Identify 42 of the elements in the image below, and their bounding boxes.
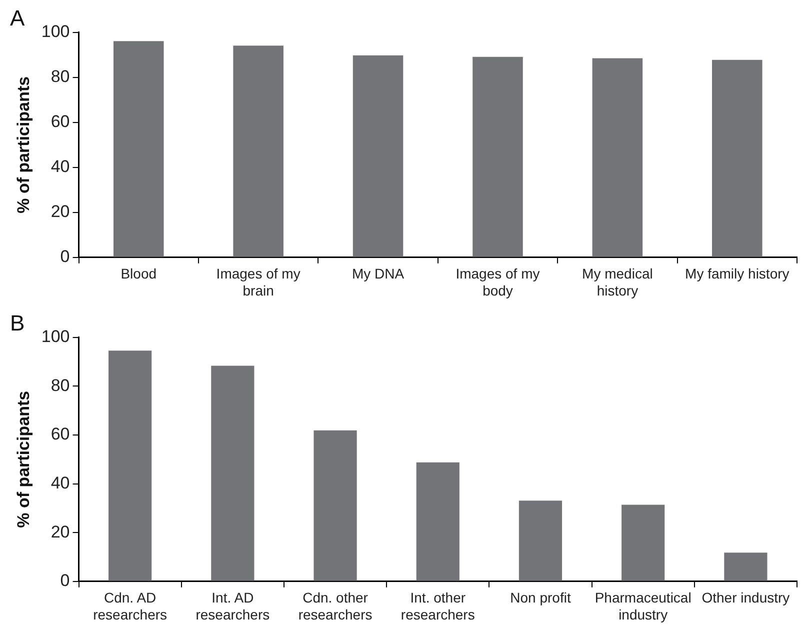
x-tick-label: My DNA: [352, 266, 405, 282]
y-tick-label: 0: [60, 571, 70, 590]
bar: [518, 500, 562, 581]
y-tick-label: 80: [50, 376, 70, 395]
y-tick-label: 20: [50, 202, 70, 222]
x-tick-label: My medical history: [582, 266, 653, 298]
bar: [113, 41, 164, 257]
y-tick-label: 80: [50, 67, 70, 86]
x-tick-label: Pharmaceutical industry: [594, 590, 692, 622]
y-tick-label: 40: [50, 473, 70, 492]
x-tick-label: Images of my brain: [216, 266, 300, 298]
y-tick-label: 40: [50, 157, 70, 176]
bar: [211, 366, 254, 581]
y-tick-label: 60: [50, 112, 70, 132]
x-tick-label: My family history: [685, 266, 790, 282]
x-tick-label: Blood: [120, 266, 157, 282]
x-tick-label: Non profit: [510, 590, 571, 606]
y-tick-label: 0: [60, 247, 70, 266]
x-tick-label: Int. AD researchers: [196, 590, 270, 622]
bar: [416, 462, 460, 581]
y-tick-label: 20: [50, 522, 70, 542]
y-axis-title: % of participants: [14, 390, 33, 528]
bar: [622, 504, 665, 581]
y-axis-title: % of participants: [14, 76, 33, 214]
x-tick-label: Int. other researchers: [400, 590, 475, 622]
bar: [472, 56, 523, 257]
bar: [314, 430, 357, 581]
x-tick-label: Cdn. other researchers: [298, 590, 372, 622]
y-tick-label: 60: [50, 424, 70, 444]
chart-title: A: [10, 5, 25, 30]
bar: [233, 46, 284, 257]
y-tick-label: 100: [41, 22, 70, 42]
bar: [352, 55, 404, 257]
x-tick-label: Other industry: [702, 590, 790, 606]
bar: [724, 552, 768, 581]
chart-title: B: [10, 310, 25, 336]
bar: [108, 350, 152, 581]
y-tick-label: 100: [41, 327, 70, 346]
bar: [712, 60, 762, 257]
x-tick-label: Cdn. AD researchers: [93, 590, 168, 622]
x-tick-label: Images of my body: [456, 266, 540, 298]
bar: [592, 58, 643, 257]
